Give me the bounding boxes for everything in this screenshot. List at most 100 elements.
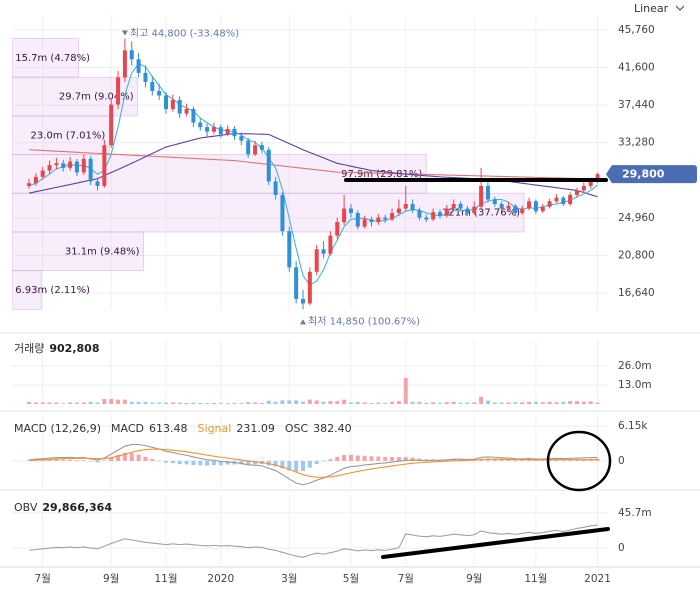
y-tick-label: 37,440 bbox=[618, 99, 655, 111]
data-layer: 16,640 20,800 24,960 33,280 37,440 41,600 45,7… bbox=[12, 24, 697, 585]
volume-bar bbox=[143, 401, 148, 404]
volume-bar bbox=[561, 401, 566, 404]
osc-bar bbox=[211, 460, 216, 466]
candle-body bbox=[355, 213, 360, 227]
y-tick-label: 41,600 bbox=[618, 61, 655, 73]
candle-body bbox=[451, 204, 456, 209]
volume-bar bbox=[136, 401, 141, 404]
candle-body bbox=[253, 145, 258, 155]
volume-bar bbox=[424, 402, 429, 404]
osc-bar bbox=[136, 454, 141, 461]
y-tick-label: 33,280 bbox=[618, 137, 655, 149]
candle-body bbox=[458, 204, 463, 209]
osc-bar bbox=[157, 460, 162, 462]
osc-bar bbox=[540, 460, 545, 461]
legend-name: OSC bbox=[285, 422, 309, 435]
osc-bar bbox=[376, 456, 381, 461]
volume-bar bbox=[547, 401, 552, 404]
volume-bar bbox=[465, 402, 470, 404]
volume-profile-label: 97.9m (29.81%) bbox=[341, 169, 422, 180]
candle-body bbox=[342, 208, 347, 223]
osc-bar bbox=[342, 454, 347, 461]
candle-body bbox=[81, 158, 86, 173]
osc-bar bbox=[68, 459, 73, 461]
volume-bar bbox=[342, 399, 347, 404]
volume-bar bbox=[595, 402, 600, 404]
volume-bar bbox=[287, 400, 292, 404]
candle-body bbox=[259, 145, 264, 150]
volume-bar bbox=[376, 402, 381, 404]
volume-bar bbox=[362, 402, 367, 404]
volume-bar bbox=[116, 399, 121, 404]
volume-bar bbox=[588, 401, 593, 404]
osc-bar bbox=[301, 460, 305, 472]
candle-body bbox=[540, 206, 545, 212]
candle-body bbox=[376, 217, 381, 223]
volume-bar bbox=[533, 401, 538, 404]
volume-bar bbox=[211, 402, 216, 404]
candle-body bbox=[122, 50, 127, 78]
osc-bar bbox=[390, 457, 395, 461]
low-marker bbox=[300, 319, 306, 325]
volume-bar bbox=[410, 401, 415, 404]
osc-bar bbox=[561, 459, 566, 461]
candle-body bbox=[191, 109, 196, 123]
candle-body bbox=[273, 181, 278, 195]
candle-body bbox=[403, 204, 408, 209]
volume-bar bbox=[191, 402, 196, 404]
volume-profile-bar bbox=[12, 231, 144, 272]
x-tick-label: 7월 bbox=[35, 573, 51, 585]
y-tick-label: 26.0m bbox=[618, 360, 652, 372]
volume-bar bbox=[109, 398, 114, 404]
last-price-tag bbox=[606, 165, 697, 184]
volume-bar bbox=[301, 401, 305, 404]
volume-bar bbox=[122, 399, 127, 404]
volume-bar bbox=[177, 402, 182, 404]
x-tick-label: 11월 bbox=[154, 573, 177, 585]
volume-bar bbox=[150, 402, 155, 404]
volume-bar bbox=[47, 402, 52, 404]
osc-bar bbox=[129, 453, 134, 461]
osc-bar bbox=[492, 458, 497, 461]
candle-body bbox=[116, 77, 121, 105]
volume-bar bbox=[74, 402, 79, 404]
y-tick-label: 0 bbox=[618, 455, 625, 467]
x-tick-label: 2021 bbox=[584, 573, 611, 585]
candle-body bbox=[527, 201, 532, 209]
volume-bar bbox=[355, 401, 360, 404]
volume-bar bbox=[273, 401, 278, 404]
volume-bar bbox=[403, 377, 408, 404]
candle-body bbox=[547, 201, 552, 207]
volume-profile-bar bbox=[12, 115, 110, 156]
candle-body bbox=[307, 271, 312, 304]
candle-body bbox=[533, 201, 538, 212]
volume-bar bbox=[81, 402, 86, 404]
osc-bar bbox=[102, 460, 107, 461]
volume-bar bbox=[431, 402, 436, 404]
osc-bar bbox=[225, 460, 230, 465]
candle-body bbox=[88, 158, 93, 182]
osc-bar bbox=[383, 456, 388, 461]
legend-name: MACD bbox=[111, 422, 144, 435]
volume-bar bbox=[198, 402, 203, 404]
legend-title: 거래량 bbox=[14, 342, 44, 355]
volume-bar bbox=[458, 402, 463, 404]
osc-bar bbox=[198, 460, 203, 466]
candle-body bbox=[321, 249, 326, 254]
osc-bar bbox=[218, 460, 223, 466]
osc-bar bbox=[335, 456, 340, 461]
volume-bar bbox=[239, 402, 244, 404]
volume-bar bbox=[451, 401, 456, 404]
osc-bar bbox=[81, 460, 86, 461]
legend-value: 613.48 bbox=[149, 422, 188, 435]
volume-bar bbox=[321, 401, 326, 404]
osc-bar bbox=[410, 457, 415, 461]
candle-body bbox=[554, 197, 559, 202]
volume-bar bbox=[390, 401, 395, 404]
scale-dropdown-icon[interactable] bbox=[675, 5, 685, 11]
scale-mode[interactable]: Linear bbox=[634, 2, 669, 15]
osc-bar bbox=[280, 460, 285, 469]
osc-bar bbox=[417, 458, 422, 461]
volume-bar bbox=[383, 402, 388, 404]
